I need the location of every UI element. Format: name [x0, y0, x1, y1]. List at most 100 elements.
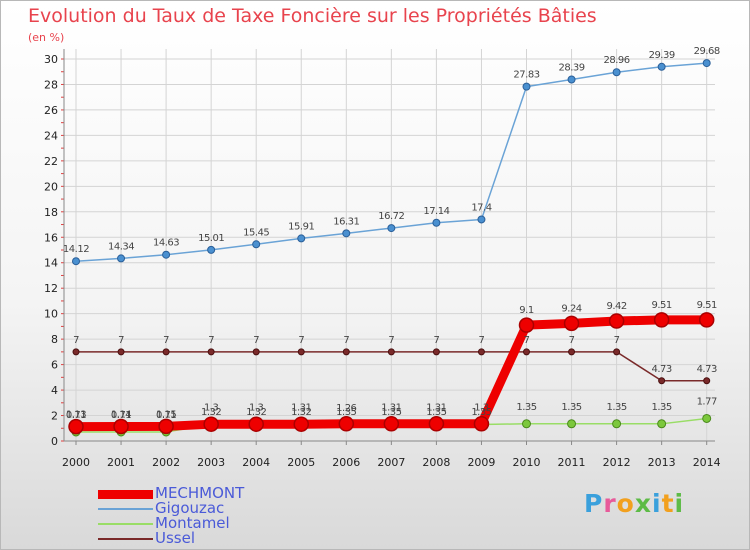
- data-label-gigouzac: 28.39: [558, 63, 584, 74]
- legend-swatch-montamel: [98, 523, 153, 525]
- data-label-layer: 14.12 14.34 14.63 15.01 15.45 15.91 16.31 16.72…: [63, 46, 720, 421]
- data-label-gigouzac: 29.39: [649, 50, 675, 61]
- x-tick-label: 2014: [693, 456, 721, 469]
- data-label-ussel: 7: [298, 335, 304, 346]
- data-point-gigouzac: [117, 254, 126, 263]
- data-label-montamel: 1.35: [561, 402, 581, 413]
- data-label-mechmont: 9.24: [561, 303, 581, 314]
- y-tick-label: 16: [44, 231, 58, 244]
- data-label-mechmont: 1.35: [381, 407, 401, 418]
- y-tick-label: 6: [51, 359, 58, 372]
- data-point-gigouzac: [162, 250, 171, 259]
- data-label-montamel: 0.71: [66, 410, 86, 421]
- y-tick-label: 28: [44, 78, 58, 91]
- legend-swatch-mechmont: [98, 489, 153, 499]
- data-label-ussel: 4.73: [697, 364, 717, 375]
- y-tick-label: 20: [44, 180, 58, 193]
- data-label-mechmont: 1.32: [246, 407, 266, 418]
- data-label-ussel: 7: [343, 335, 349, 346]
- legend-label-gigouzac: Gigouzac: [155, 499, 225, 517]
- legend-item-montamel: Montamel: [98, 514, 358, 532]
- data-point-gigouzac: [477, 215, 486, 224]
- data-label-ussel: 7: [614, 335, 620, 346]
- data-point-montamel: [612, 419, 622, 429]
- x-tick-label: 2012: [603, 456, 631, 469]
- data-label-gigouzac: 28.96: [604, 55, 630, 66]
- data-point-mechmont: [293, 416, 309, 432]
- data-label-gigouzac: 16.72: [378, 211, 404, 222]
- data-point-mechmont: [113, 418, 129, 435]
- data-point-ussel: [387, 348, 395, 356]
- legend-label-montamel: Montamel: [155, 514, 230, 532]
- x-tick-label: 2001: [107, 456, 135, 469]
- proxiti-logo: Proxiti: [584, 489, 685, 518]
- y-tick-label: 22: [44, 155, 58, 168]
- data-point-mechmont: [428, 416, 445, 432]
- data-point-montamel: [522, 419, 531, 429]
- data-point-gigouzac: [252, 240, 261, 249]
- data-label-mechmont: 1.14: [111, 409, 131, 420]
- data-point-montamel: [657, 419, 667, 429]
- data-point-mechmont: [698, 312, 715, 328]
- data-label-mechmont: 1.35: [336, 407, 356, 418]
- data-label-montamel: 1.31: [291, 402, 311, 413]
- data-point-gigouzac: [657, 62, 666, 71]
- data-label-montamel: 0.71: [156, 410, 176, 421]
- data-label-montamel: 1.26: [336, 403, 356, 414]
- data-point-mechmont: [203, 416, 219, 432]
- data-point-gigouzac: [612, 68, 621, 77]
- data-label-ussel: 7: [433, 335, 439, 346]
- data-point-gigouzac: [522, 82, 531, 91]
- x-tick-label: 2011: [558, 456, 586, 469]
- data-point-ussel: [703, 377, 711, 385]
- data-point-ussel: [297, 348, 305, 356]
- data-label-montamel: 1.3: [474, 402, 489, 413]
- data-point-ussel: [207, 348, 215, 356]
- data-label-montamel: 1.35: [652, 402, 672, 413]
- data-label-mechmont: 1.15: [156, 409, 176, 420]
- data-point-mechmont: [473, 416, 490, 432]
- data-label-ussel: 7: [163, 335, 169, 346]
- data-label-gigouzac: 29.68: [694, 46, 720, 57]
- data-point-ussel: [523, 348, 530, 356]
- data-point-ussel: [342, 348, 350, 356]
- data-label-ussel: 7: [388, 335, 394, 346]
- data-label-montamel: 1.35: [606, 402, 626, 413]
- data-point-gigouzac: [702, 59, 711, 68]
- data-point-gigouzac: [567, 75, 576, 84]
- data-label-ussel: 7: [208, 335, 214, 346]
- data-point-gigouzac: [297, 234, 306, 243]
- data-label-gigouzac: 16.31: [333, 216, 359, 227]
- data-label-mechmont: 1.35: [471, 407, 491, 418]
- data-point-mechmont: [653, 312, 670, 328]
- data-label-mechmont: 1.35: [426, 407, 446, 418]
- data-point-ussel: [432, 348, 440, 356]
- data-point-montamel: [567, 419, 577, 429]
- x-tick-label: 2005: [287, 456, 315, 469]
- data-label-ussel: 7: [118, 335, 124, 346]
- y-tick-label: 30: [44, 53, 58, 66]
- x-tick-label: 2000: [62, 456, 90, 469]
- data-point-montamel: [702, 413, 712, 423]
- legend: MECHMONT Gigouzac Montamel Ussel: [98, 484, 358, 547]
- data-point-gigouzac: [387, 224, 396, 233]
- x-tick-label: 2006: [332, 456, 360, 469]
- y-tick-label: 4: [51, 384, 58, 397]
- y-tick-label: 12: [44, 282, 58, 295]
- chart-title: Evolution du Taux de Taxe Foncière sur l…: [28, 5, 597, 27]
- legend-item-mechmont: MECHMONT: [98, 484, 358, 502]
- data-point-ussel: [162, 348, 170, 356]
- x-tick-label: 2013: [648, 456, 676, 469]
- data-label-mechmont: 9.51: [697, 300, 717, 311]
- data-point-mechmont: [518, 317, 535, 333]
- data-point-ussel: [613, 348, 621, 356]
- legend-swatch-gigouzac: [98, 508, 153, 510]
- y-tick-label: 26: [44, 104, 58, 117]
- data-label-mechmont: 9.51: [652, 300, 672, 311]
- series-layer: [68, 59, 715, 437]
- data-label-mechmont: 1.32: [291, 407, 311, 418]
- legend-item-gigouzac: Gigouzac: [98, 499, 358, 517]
- data-label-ussel: 4.73: [652, 364, 672, 375]
